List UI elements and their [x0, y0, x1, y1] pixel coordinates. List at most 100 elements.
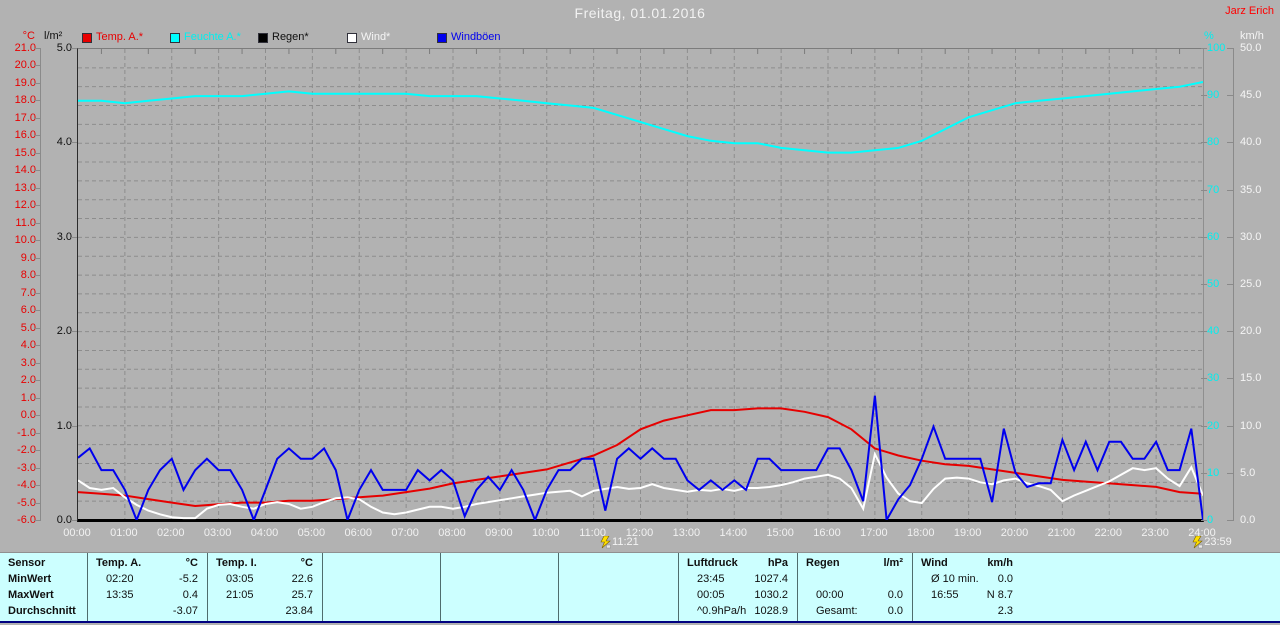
table-cell-row: 23.84: [208, 605, 321, 621]
table-cell-value: 2.3: [997, 605, 1013, 617]
wind-tickmark: [1227, 520, 1233, 521]
humidity-tickmark: [1201, 378, 1207, 380]
table-cell-time: 16:55: [931, 589, 959, 601]
wind-tick-label: 15.0: [1240, 372, 1262, 385]
table-cell-row: -3.07: [88, 605, 206, 621]
table-column-unit: °C: [300, 557, 313, 569]
temp-tick-label: -6.0: [17, 514, 36, 526]
legend-item-2[interactable]: Feuchte A.*: [170, 31, 241, 44]
rain-tickmark: [71, 520, 77, 521]
legend-item-1[interactable]: Temp. A.*: [82, 31, 143, 44]
wind-tick-label: 35.0: [1240, 183, 1262, 196]
table-row-label: Sensor: [8, 557, 46, 569]
x-axis-tick-label: 10:00: [531, 527, 560, 539]
temp-tickmark: [34, 450, 40, 452]
rain-tickmark: [71, 48, 77, 49]
wind-tickmark: [1227, 48, 1233, 49]
temp-tickmark: [34, 345, 40, 347]
humidity-tick-label: 10: [1207, 466, 1220, 479]
temp-tickmark: [34, 520, 40, 521]
temp-tick-label: -5.0: [17, 496, 36, 509]
humidity-tick-label: 90: [1207, 89, 1220, 102]
humidity-tick-label: 40: [1207, 325, 1220, 338]
x-axis-tick-label: 21:00: [1047, 527, 1076, 539]
x-axis-tick-label: 07:00: [391, 527, 419, 539]
legend-swatch: [258, 32, 268, 43]
table-cell-row: 13:35 0.4: [88, 589, 206, 605]
humidity-tick-label: 0: [1207, 514, 1214, 526]
legend-item-4[interactable]: Wind*: [347, 31, 390, 44]
x-axis-tick-label: 17:00: [860, 527, 888, 539]
temp-tickmark: [34, 292, 40, 294]
table-column-name: Temp. A.: [96, 557, 142, 569]
humidity-tickmark: [1201, 520, 1207, 521]
x-axis-tick-label: 11:00: [579, 527, 606, 539]
table-cell-time: [567, 605, 577, 621]
temp-tickmark: [34, 327, 40, 329]
table-column-temp-a-: Temp. A. °C 02:20 -5.2 13:35 0.4 -3.07: [87, 553, 207, 621]
temp-tick-label: 17.0: [14, 111, 36, 124]
table-cell-value: 23.84: [285, 605, 313, 617]
legend-item-3[interactable]: Regen*: [258, 31, 309, 44]
wind-tickmark: [1227, 142, 1233, 144]
temp-tickmark: [34, 48, 40, 49]
table-cell-row: 00:05 1030.2: [679, 589, 796, 605]
rain-tickmark: [71, 142, 77, 144]
time-marker: 11:21: [600, 536, 639, 549]
humidity-tick-label: 60: [1207, 230, 1220, 243]
x-axis-tick-label: 22:00: [1094, 527, 1123, 539]
temp-tick-label: 21.0: [14, 42, 36, 54]
wind-axis-unit: km/h: [1240, 30, 1264, 42]
chart-canvas: [78, 49, 1203, 520]
table-cell-row: [559, 589, 677, 605]
humidity-tick-label: 50: [1207, 278, 1220, 290]
temp-tickmark: [34, 415, 40, 417]
temp-tick-label: 7.0: [20, 286, 36, 299]
lightning-marker-icon: [1192, 536, 1204, 549]
legend-swatch: [170, 32, 180, 43]
table-cell-row: [323, 605, 439, 621]
temp-tickmark: [34, 65, 40, 67]
table-cell-value: -3.07: [172, 605, 198, 617]
humidity-tickmark: [1201, 284, 1207, 285]
rain-tick-label: 5.0: [56, 42, 72, 54]
table-cell-row: [441, 573, 557, 589]
table-cell-row: Ø 10 min. 0.0: [913, 573, 1021, 589]
temp-tick-label: 0.0: [20, 409, 36, 422]
page-title: Freitag, 01.01.2016: [574, 5, 706, 21]
series-feuchte-a-: [78, 81, 1203, 154]
rain-tick-label: 4.0: [56, 136, 72, 149]
legend-swatch: [437, 32, 447, 43]
legend-item-5[interactable]: Windböen: [437, 31, 501, 44]
table-cell-time: Gesamt:: [816, 605, 858, 617]
table-cell-value: 0.0: [887, 589, 903, 601]
table-cell-time: [216, 605, 226, 621]
x-axis-tick-label: 06:00: [344, 527, 373, 539]
temp-tick-label: 10.0: [14, 234, 36, 247]
table-column-unit: km/h: [987, 557, 1013, 569]
temp-axis-spine: [40, 48, 41, 521]
temp-tickmark: [34, 100, 40, 102]
table-cell-row: 16:55 N 8.7: [913, 589, 1021, 605]
humidity-tickmark: [1201, 189, 1207, 191]
table-column-regen: Regen l/m² 00:00 0.0 Gesamt: 0.0: [797, 553, 912, 621]
table-cell-row: [559, 573, 677, 589]
x-axis-tick-label: 08:00: [438, 527, 466, 539]
plot-area: [77, 48, 1204, 522]
table-cell-time: 21:05: [226, 589, 254, 601]
series-windb-en: [78, 395, 1203, 520]
x-axis-tick-label: 09:00: [485, 527, 513, 539]
x-axis-tick-label: 04:00: [250, 527, 279, 539]
wind-axis-spine: [1233, 48, 1234, 521]
table-cell-row: 00:00 0.0: [798, 589, 911, 605]
table-column-wind: Wind km/h Ø 10 min. 0.0 16:55 N 8.7 2.3: [912, 553, 1280, 621]
temp-tick-label: 18.0: [14, 94, 36, 107]
table-cell-value: N 8.7: [986, 589, 1013, 601]
x-axis-tick-label: 24:00: [1188, 527, 1216, 539]
wind-tick-label: 5.0: [1240, 466, 1256, 479]
temp-tick-label: 15.0: [14, 146, 36, 159]
humidity-tickmark: [1201, 95, 1207, 97]
temp-tickmark: [34, 205, 40, 207]
rain-tick-label: 3.0: [56, 230, 72, 243]
table-column-empty-4: [558, 553, 678, 621]
